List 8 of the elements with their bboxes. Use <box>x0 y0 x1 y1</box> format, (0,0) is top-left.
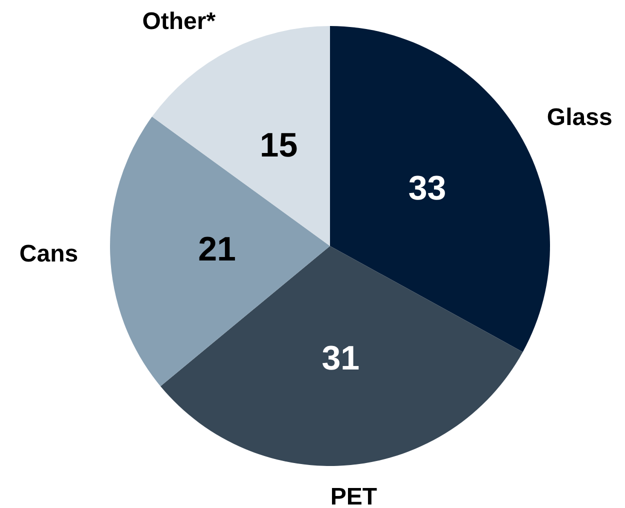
data-label: 31 <box>322 340 360 378</box>
data-label: 21 <box>198 230 236 269</box>
data-label: 33 <box>408 169 446 208</box>
slice-label: Cans <box>19 240 78 268</box>
slice-label: Glass <box>546 104 612 132</box>
data-label: 15 <box>260 126 298 164</box>
slice-label: Other* <box>142 8 216 35</box>
slice-label: PET <box>330 483 378 508</box>
